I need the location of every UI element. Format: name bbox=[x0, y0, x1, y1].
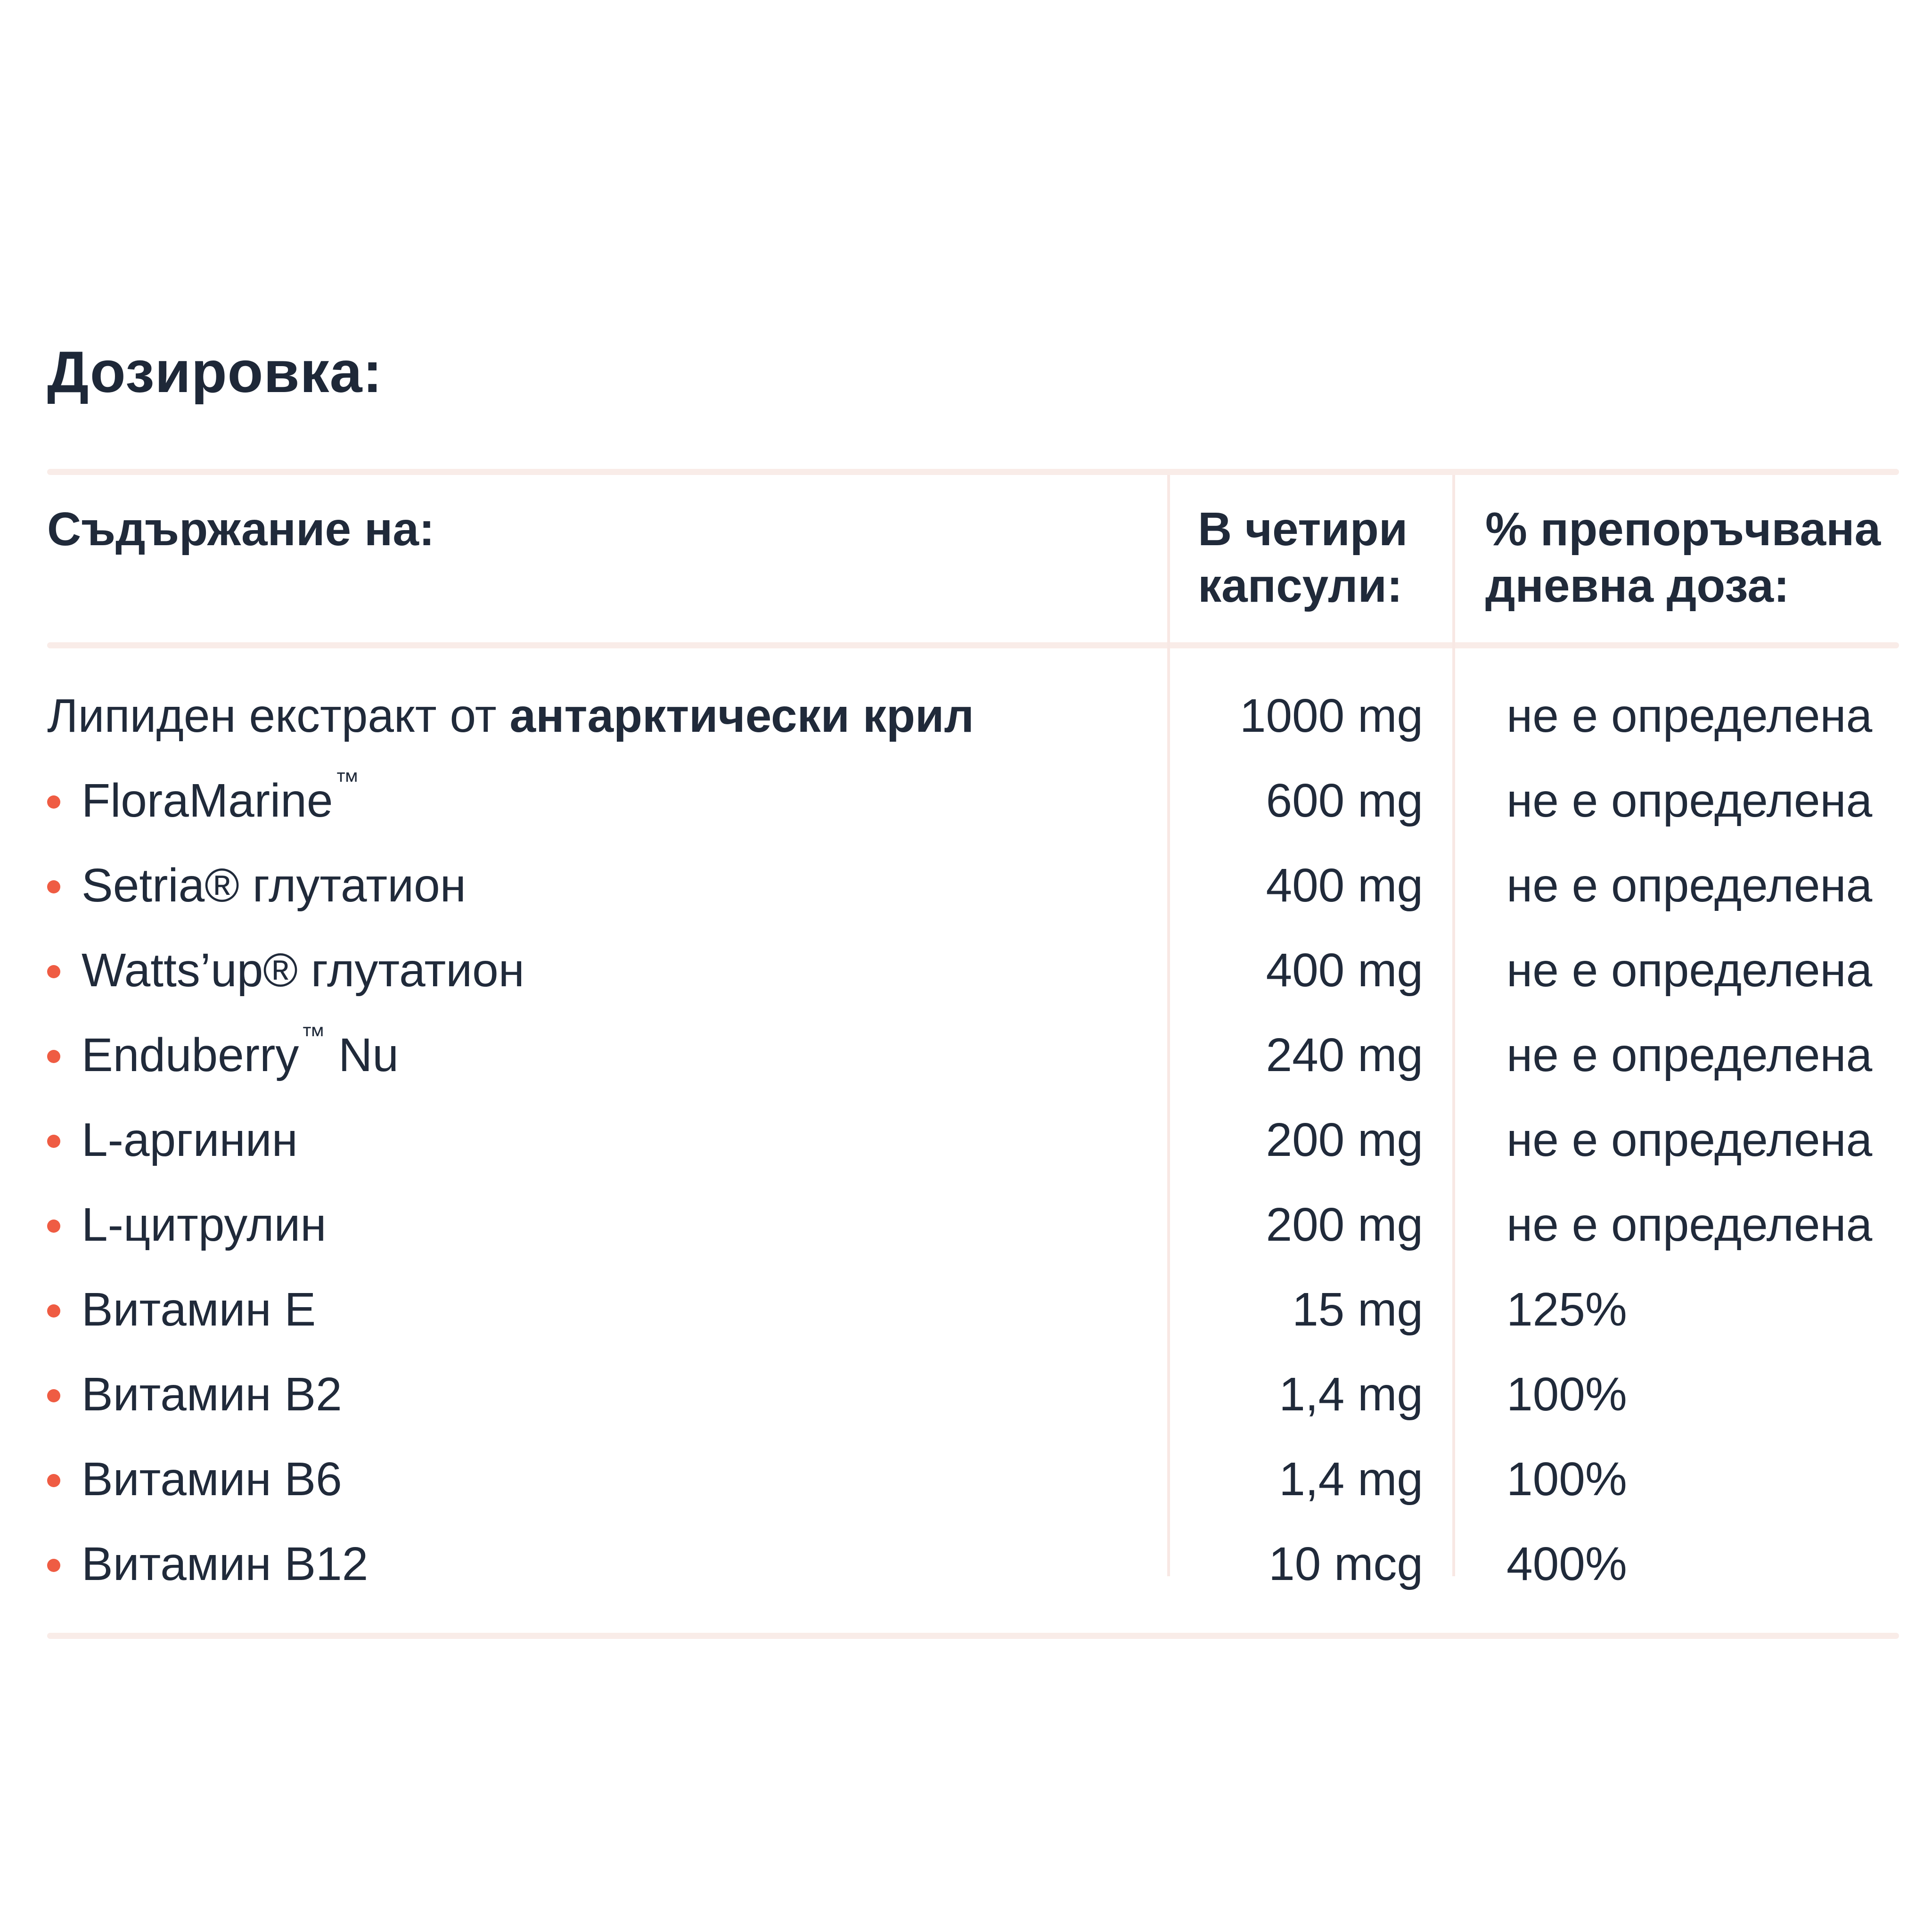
table-header-row: Съдържание на: В четири капсули: % препо… bbox=[47, 475, 1899, 642]
amount-value: 200 mg bbox=[1266, 1198, 1423, 1251]
bullet-icon bbox=[47, 1050, 60, 1063]
amount-value: 10 mcg bbox=[1269, 1538, 1423, 1590]
column-header-per-four-capsules: В четири капсули: bbox=[1198, 503, 1408, 612]
table-body: Липиден екстракт от антарктически крил 1… bbox=[47, 648, 1899, 1606]
ingredient-label: Витамин В2 bbox=[82, 1368, 342, 1421]
daily-dose-value: не е определена bbox=[1506, 944, 1873, 997]
amount-value: 1,4 mg bbox=[1279, 1453, 1423, 1506]
amount-value: 240 mg bbox=[1266, 1029, 1423, 1081]
table-row: Enduberry™ Nu 240 mg не е определена bbox=[47, 1013, 1899, 1097]
ingredient-name: L-цитрулин bbox=[47, 1199, 1169, 1251]
separator-header-bottom bbox=[47, 642, 1899, 648]
ingredient-label: Setria® глутатион bbox=[82, 859, 466, 912]
table-row: Липиден екстракт от антарктически крил 1… bbox=[47, 673, 1899, 758]
column-divider-1 bbox=[1167, 475, 1170, 1576]
bullet-icon bbox=[47, 1389, 60, 1402]
ingredient-label: Липиден екстракт от антарктически крил bbox=[47, 689, 974, 742]
bullet-icon bbox=[47, 1474, 60, 1487]
daily-dose-value: 100% bbox=[1506, 1368, 1627, 1421]
daily-dose-value: не е определена bbox=[1506, 774, 1873, 827]
bullet-icon bbox=[47, 795, 60, 809]
table-row: Watts’up® глутатион 400 mg не е определе… bbox=[47, 928, 1899, 1013]
ingredient-label: Watts’up® глутатион bbox=[82, 944, 524, 997]
ingredient-label: FloraMarine™ bbox=[82, 768, 360, 827]
amount-value: 1,4 mg bbox=[1279, 1368, 1423, 1421]
ingredient-name: Липиден екстракт от антарктически крил bbox=[47, 690, 1169, 742]
amount-value: 400 mg bbox=[1266, 859, 1423, 912]
ingredient-name: Витамин В12 bbox=[47, 1538, 1169, 1590]
amount-value: 600 mg bbox=[1266, 774, 1423, 827]
amount-value: 200 mg bbox=[1266, 1113, 1423, 1166]
ingredient-name: Setria® глутатион bbox=[47, 860, 1169, 911]
ingredient-label: Витамин Е bbox=[82, 1283, 316, 1336]
table-row: L-цитрулин 200 mg не е определена bbox=[47, 1182, 1899, 1267]
amount-value: 400 mg bbox=[1266, 944, 1423, 997]
daily-dose-value: не е определена bbox=[1506, 1198, 1873, 1251]
daily-dose-value: не е определена bbox=[1506, 689, 1873, 742]
column-header-daily-dose-percent: % препоръчвана дневна доза: bbox=[1485, 503, 1881, 612]
separator-top bbox=[47, 469, 1899, 475]
column-header-contents: Съдържание на: bbox=[47, 503, 435, 556]
ingredient-name: Enduberry™ Nu bbox=[47, 1022, 1169, 1081]
table-row: FloraMarine™ 600 mg не е определена bbox=[47, 758, 1899, 843]
daily-dose-value: 400% bbox=[1506, 1538, 1627, 1590]
bullet-icon bbox=[47, 1559, 60, 1572]
table-row: L-аргинин 200 mg не е определена bbox=[47, 1097, 1899, 1182]
table-row: Витамин В2 1,4 mg 100% bbox=[47, 1352, 1899, 1437]
bullet-icon bbox=[47, 965, 60, 978]
bullet-icon bbox=[47, 880, 60, 893]
separator-bottom bbox=[47, 1633, 1899, 1639]
table-row: Витамин В12 10 mcg 400% bbox=[47, 1522, 1899, 1606]
daily-dose-value: 125% bbox=[1506, 1283, 1627, 1336]
ingredient-label: Витамин В12 bbox=[82, 1538, 368, 1590]
page-title: Дозировка: bbox=[47, 340, 383, 405]
ingredient-label: Enduberry™ Nu bbox=[82, 1022, 399, 1081]
ingredient-name: Витамин В2 bbox=[47, 1368, 1169, 1420]
bullet-icon bbox=[47, 1220, 60, 1233]
amount-value: 1000 mg bbox=[1239, 689, 1423, 742]
ingredient-label: L-аргинин bbox=[82, 1113, 298, 1166]
table-row: Setria® глутатион 400 mg не е определена bbox=[47, 843, 1899, 928]
daily-dose-value: не е определена bbox=[1506, 1113, 1873, 1166]
daily-dose-value: 100% bbox=[1506, 1453, 1627, 1506]
bullet-icon bbox=[47, 1135, 60, 1148]
bullet-icon bbox=[47, 1304, 60, 1318]
ingredient-name: FloraMarine™ bbox=[47, 768, 1169, 827]
ingredient-label: L-цитрулин bbox=[82, 1198, 327, 1251]
ingredient-name: L-аргинин bbox=[47, 1114, 1169, 1166]
daily-dose-value: не е определена bbox=[1506, 1029, 1873, 1081]
amount-value: 15 mg bbox=[1292, 1283, 1423, 1336]
ingredient-name: Витамин Е bbox=[47, 1284, 1169, 1335]
table-row: Витамин Е 15 mg 125% bbox=[47, 1267, 1899, 1352]
table-row: Витамин В6 1,4 mg 100% bbox=[47, 1437, 1899, 1522]
column-divider-2 bbox=[1452, 475, 1455, 1576]
daily-dose-value: не е определена bbox=[1506, 859, 1873, 912]
ingredient-name: Watts’up® глутатион bbox=[47, 944, 1169, 996]
ingredient-label: Витамин В6 bbox=[82, 1453, 342, 1506]
ingredient-name: Витамин В6 bbox=[47, 1453, 1169, 1505]
dosage-table: Съдържание на: В четири капсули: % препо… bbox=[47, 469, 1899, 1639]
